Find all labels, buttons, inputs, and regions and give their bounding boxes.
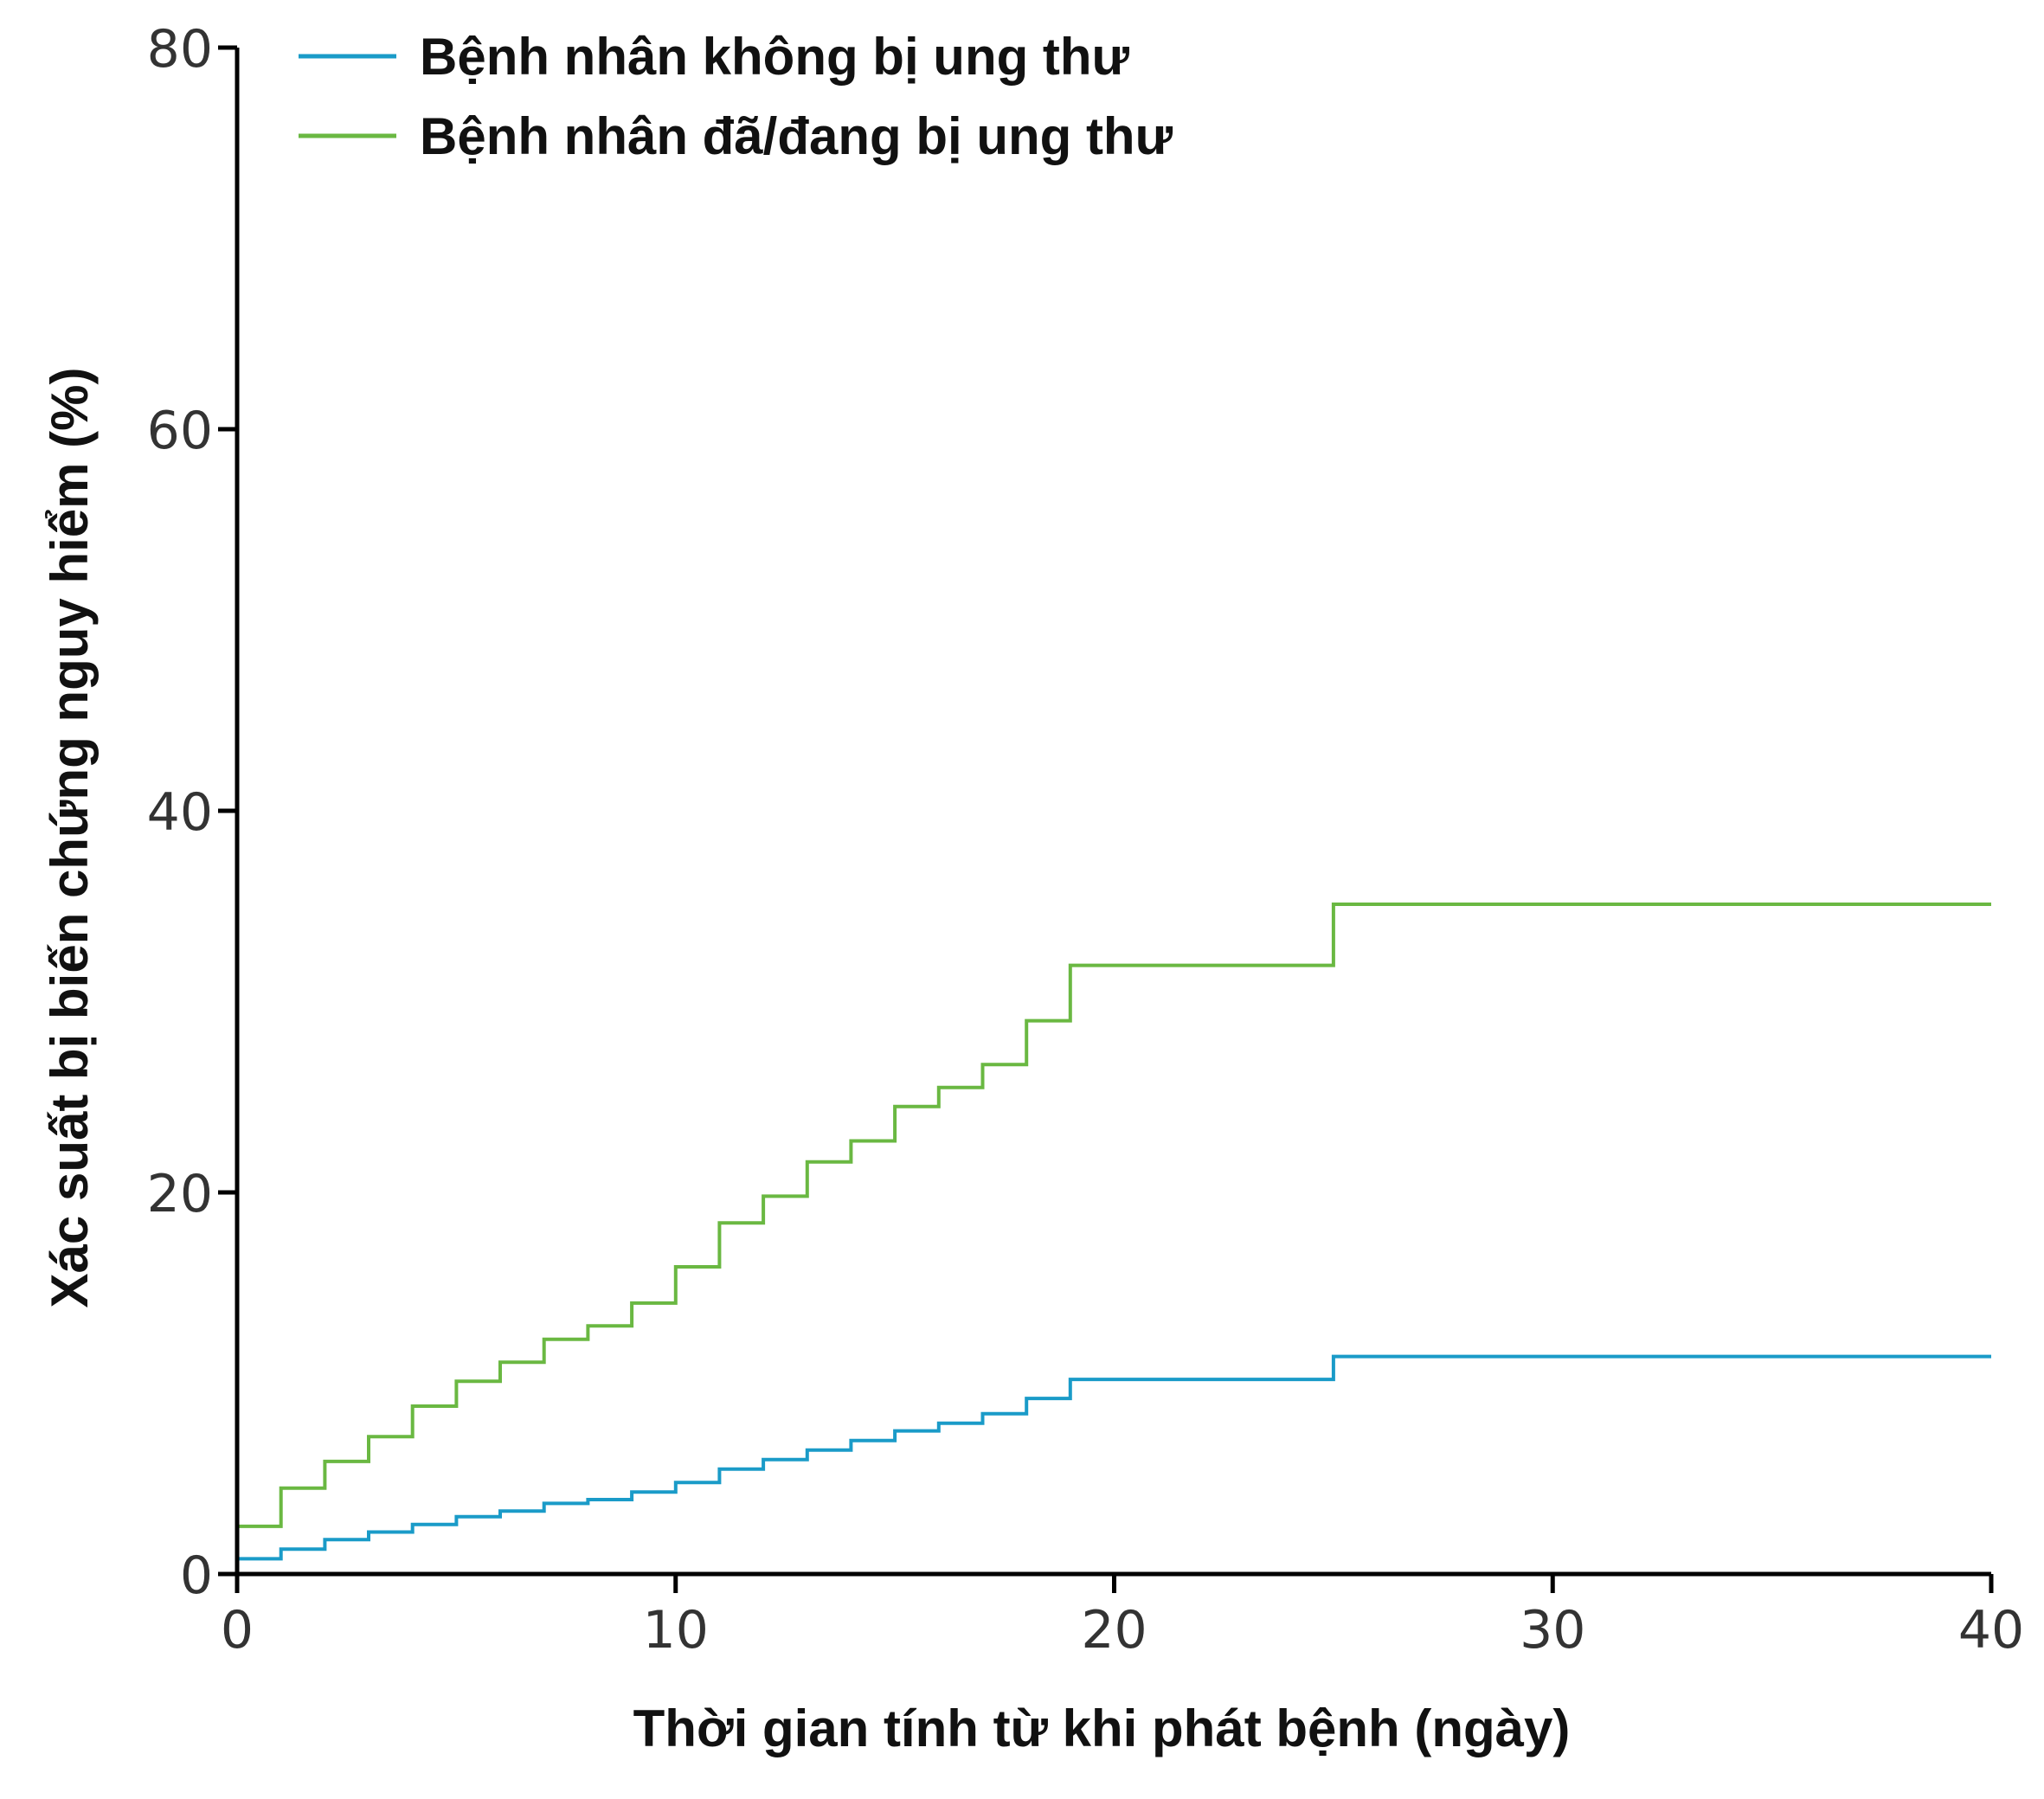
y-tick-label: 80 (147, 19, 213, 80)
x-tick-label: 40 (1958, 1600, 2024, 1661)
x-tick-label: 20 (1081, 1600, 1147, 1661)
x-axis-title: Thời gian tính từ khi phát bệnh (ngày) (633, 1699, 1571, 1757)
y-tick-label: 20 (147, 1164, 213, 1224)
legend: Bệnh nhân không bị ung thư Bệnh nhân đã/đ… (299, 28, 1173, 165)
legend-label-1: Bệnh nhân không bị ung thư (420, 28, 1130, 86)
y-tick-label: 60 (147, 401, 213, 461)
series-line-2 (235, 903, 1991, 1574)
x-tick-label: 10 (643, 1600, 709, 1661)
series-layer (235, 903, 1991, 1574)
x-tick-label: 0 (221, 1600, 254, 1661)
axes-layer: 0 10 20 30 40 0 20 40 60 80 (147, 19, 2025, 1661)
x-tick-label: 30 (1520, 1600, 1585, 1661)
y-axis-title: Xác suất bị biến chứng nguy hiểm (%) (41, 368, 99, 1308)
legend-label-2: Bệnh nhân đã/đang bị ung thư (420, 107, 1173, 165)
y-tick-label: 40 (147, 782, 213, 843)
y-tick-label: 0 (180, 1545, 213, 1606)
series-line-1 (235, 1354, 1991, 1574)
